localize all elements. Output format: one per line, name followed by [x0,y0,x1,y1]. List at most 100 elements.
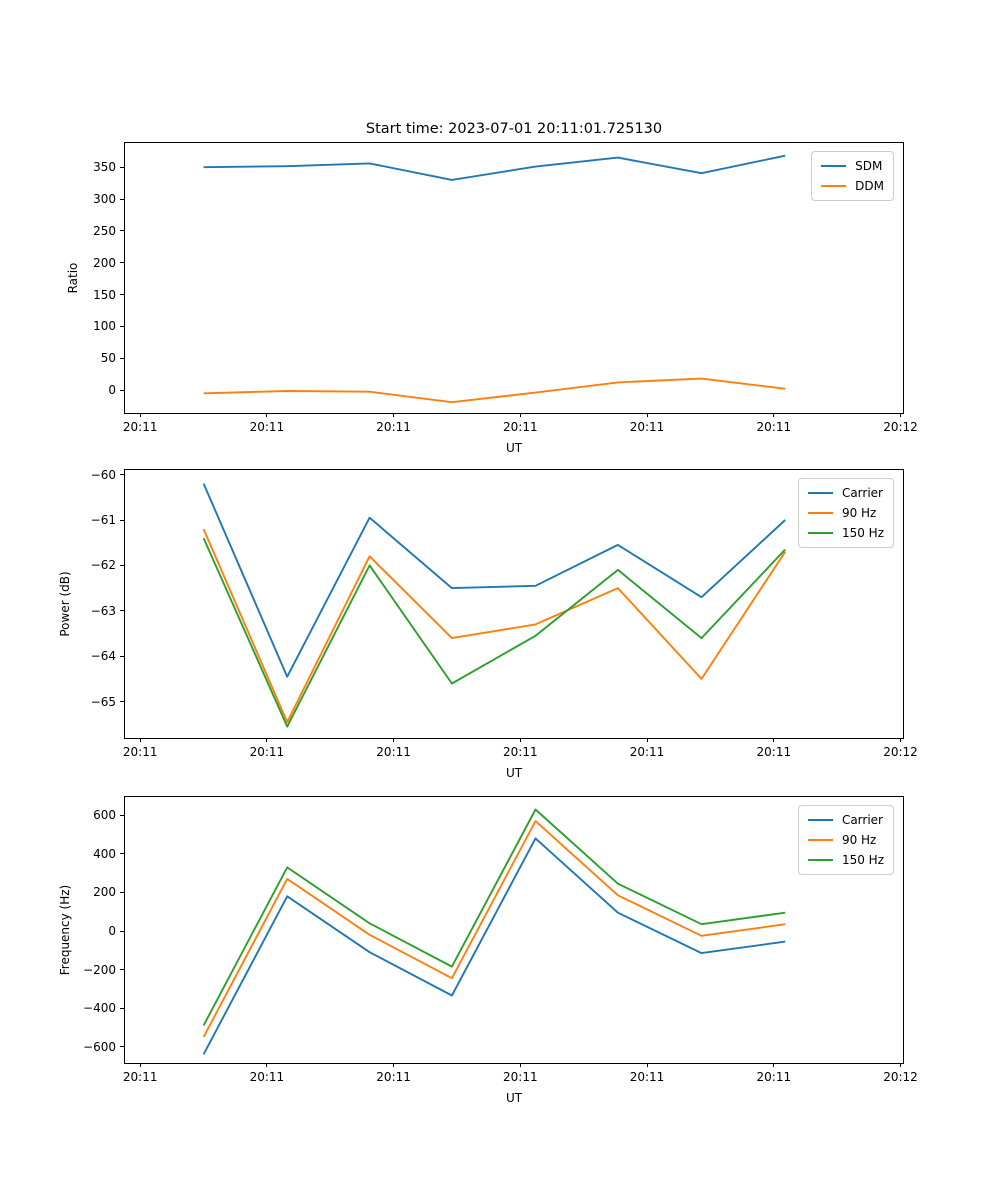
y-tick-label: 400 [93,846,116,861]
series-line-carrier [202,837,786,1055]
x-tick [900,1063,901,1067]
x-tick [393,413,395,417]
x-tick-label: 20:11 [629,1070,665,1084]
plot-canvas-2 [202,808,786,1055]
legend-item: 150 Hz [807,523,884,543]
y-tick [120,294,124,296]
x-tick [900,738,901,742]
y-tick [120,325,124,327]
x-tick-label: 20:11 [629,745,665,759]
series-line-150-hz [202,537,786,728]
x-tick [519,738,521,742]
y-tick-label: 100 [93,319,116,334]
y-tick-label: −61 [90,513,116,527]
x-tick [646,738,648,742]
x-tick-label: 20:11 [376,1070,411,1084]
y-tick [120,474,124,475]
legend-item: DDM [821,176,884,196]
x-tick [393,1063,395,1067]
x-tick-label: 20:11 [503,1070,538,1084]
legend-line-swatch [807,492,833,494]
legend: Carrier 90 Hz 150 Hz [797,805,894,875]
y-tick [120,969,124,970]
y-tick-label: 250 [93,223,116,238]
x-tick-label: 20:11 [629,420,665,434]
x-axis-label-ut-top: UT [505,441,523,455]
y-tick-label: 200 [93,885,116,900]
y-tick [120,1046,124,1048]
plot-canvas-0 [203,154,786,404]
legend-item: 150 Hz [807,850,884,870]
y-tick-label: −600 [83,1039,116,1054]
y-tick-label: 350 [93,160,116,175]
plot-canvas-1 [202,483,786,728]
x-tick [646,413,648,417]
legend-label: Carrier [841,813,883,827]
legend-line-swatch [807,819,833,821]
legend-item: 90 Hz [807,503,884,523]
y-tick-label: −64 [90,649,116,664]
legend-label: 150 Hz [841,526,884,540]
legend-item: 90 Hz [807,830,884,850]
x-tick [393,738,395,742]
series-line-150-hz [202,808,786,1026]
legend-label: SDM [855,159,883,173]
legend-label: 90 Hz [841,833,877,847]
x-tick-label: 20:11 [756,745,792,759]
x-tick-label: 20:11 [122,1070,158,1084]
x-tick-label: 20:11 [122,745,158,759]
x-tick-label: 20:11 [249,420,285,434]
legend-label: DDM [855,179,884,193]
y-tick [120,701,124,703]
chart-title: Start time: 2023-07-01 20:11:01.725130 [365,121,663,137]
x-tick-label: 20:11 [503,745,538,759]
x-tick-label: 20:11 [122,420,158,434]
y-tick [120,262,124,264]
series-line-ddm [203,377,786,404]
x-tick [519,1063,521,1067]
y-tick [120,166,124,168]
x-tick-label: 20:11 [376,420,411,434]
legend-line-swatch [821,185,847,187]
legend: Carrier 90 Hz 150 Hz [797,478,894,548]
legend-line-swatch [821,165,847,167]
y-tick-label: 0 [108,924,116,938]
y-tick-label: 600 [93,808,116,823]
x-tick [646,1063,648,1067]
legend-line-swatch [807,839,833,841]
y-tick [120,1007,124,1009]
y-axis-label-power: Power (dB) [58,571,72,637]
y-tick [120,230,124,232]
y-tick [120,610,124,612]
y-tick-label: 50 [100,351,116,366]
y-tick-label: −62 [90,558,116,573]
y-tick [120,198,124,200]
y-tick [120,655,124,657]
x-tick-label: 20:11 [756,1070,792,1084]
y-tick [120,519,124,521]
x-tick [266,1063,268,1067]
x-tick-label: 20:12 [883,420,918,434]
x-tick [900,413,901,417]
x-tick [773,1063,775,1067]
plot-axes-0 [124,142,904,414]
x-tick-label: 20:11 [503,420,538,434]
y-tick-label: −400 [83,1001,116,1016]
legend-item: SDM [821,156,884,176]
y-axis-label-frequency: Frequency (Hz) [58,884,72,976]
legend-label: Carrier [841,486,883,500]
legend-line-swatch [807,532,833,534]
y-tick-label: 200 [93,255,116,270]
x-axis-label-ut-middle: UT [505,766,523,780]
x-tick-label: 20:12 [883,1070,918,1084]
series-line-90-hz [202,528,786,724]
x-tick [139,413,141,417]
x-tick [266,738,268,742]
y-tick [120,891,124,893]
plot-axes-1 [124,469,904,739]
x-tick [139,738,141,742]
series-line-sdm [203,154,786,181]
x-tick-label: 20:12 [883,745,918,759]
legend-line-swatch [807,859,833,861]
